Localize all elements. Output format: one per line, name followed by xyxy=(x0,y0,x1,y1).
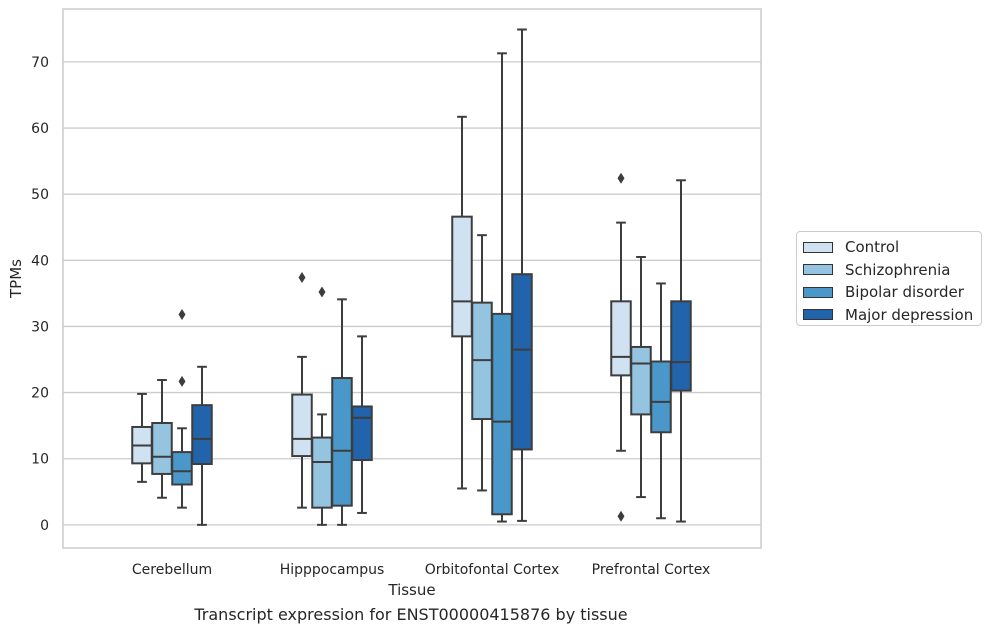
box-cerebellum-bipolar-disorder xyxy=(171,309,193,509)
box-orbitofontal-cortex-control xyxy=(451,115,473,490)
legend-swatch xyxy=(803,241,833,253)
outlier-point xyxy=(617,510,625,522)
x-tick-labels: Cerebellum Hipppocampus Orbitofontal Corte… xyxy=(132,562,710,578)
x-axis-label: Tissue xyxy=(387,581,435,599)
box-iqr xyxy=(491,312,513,516)
outlier-point xyxy=(318,286,326,298)
box-orbitofontal-cortex-schizophrenia xyxy=(471,234,493,492)
x-tick-label: Cerebellum xyxy=(132,562,212,578)
y-tick-label: 70 xyxy=(31,55,49,71)
boxes xyxy=(131,28,692,526)
box-iqr xyxy=(650,360,672,434)
legend: Control Schizophrenia Bipolar disorder Majo… xyxy=(796,231,982,326)
y-tick-label: 60 xyxy=(31,121,49,137)
legend-label: Schizophrenia xyxy=(845,260,951,279)
box-cerebellum-major-depression xyxy=(191,365,213,526)
box-iqr xyxy=(291,393,313,458)
legend-swatch xyxy=(803,264,833,276)
box-iqr xyxy=(670,300,692,392)
outlier-point xyxy=(298,272,306,284)
box-cerebellum-control xyxy=(131,392,153,483)
y-tick-label: 30 xyxy=(31,319,49,335)
box-hipppocampus-schizophrenia xyxy=(311,286,333,526)
box-iqr xyxy=(630,345,652,416)
box-hipppocampus-control xyxy=(291,272,313,509)
box-iqr xyxy=(151,422,173,475)
box-hipppocampus-major-depression xyxy=(351,335,373,514)
legend-item: Bipolar disorder xyxy=(803,281,981,304)
legend-item: Control xyxy=(803,236,981,259)
box-iqr xyxy=(451,215,473,338)
box-iqr xyxy=(171,451,193,486)
legend-label: Bipolar disorder xyxy=(845,283,964,302)
box-iqr xyxy=(311,436,333,509)
y-tick-label: 20 xyxy=(31,386,49,402)
legend-swatch xyxy=(803,309,833,321)
y-tick-labels: 0 10 20 30 40 50 60 70 xyxy=(31,55,49,534)
x-tick-label: Orbitofontal Cortex xyxy=(425,562,560,578)
box-iqr xyxy=(191,404,213,466)
y-tick-label: 10 xyxy=(31,452,49,468)
box-cerebellum-schizophrenia xyxy=(151,379,173,499)
plot-area-frame xyxy=(62,8,762,549)
box-prefrontal-cortex-bipolar-disorder xyxy=(650,282,672,520)
box-hipppocampus-bipolar-disorder xyxy=(331,298,353,526)
box-iqr xyxy=(610,300,632,377)
box-prefrontal-cortex-schizophrenia xyxy=(630,256,652,499)
x-tick-label: Hipppocampus xyxy=(280,562,385,578)
legend-swatch xyxy=(803,286,833,298)
box-orbitofontal-cortex-major-depression xyxy=(511,28,533,522)
y-axis-label: TPMs xyxy=(7,259,25,299)
box-orbitofontal-cortex-bipolar-disorder xyxy=(491,52,513,523)
box-iqr xyxy=(331,377,353,507)
x-tick-label: Prefrontal Cortex xyxy=(592,562,711,578)
box-prefrontal-cortex-major-depression xyxy=(670,179,692,523)
y-tick-label: 40 xyxy=(31,253,49,269)
box-iqr xyxy=(511,273,533,451)
box-iqr xyxy=(351,405,373,462)
box-prefrontal-cortex-control xyxy=(610,172,632,522)
legend-label: Control xyxy=(845,238,900,257)
legend-item: Major depression xyxy=(803,304,981,327)
y-tick-label: 0 xyxy=(40,518,49,534)
legend-item: Schizophrenia xyxy=(803,259,981,282)
outlier-point xyxy=(178,375,186,387)
outlier-point xyxy=(617,172,625,184)
outlier-point xyxy=(178,309,186,321)
chart-caption: Transcript expression for ENST0000041587… xyxy=(194,605,628,624)
legend-label: Major depression xyxy=(845,305,974,324)
y-tick-label: 50 xyxy=(31,187,49,203)
